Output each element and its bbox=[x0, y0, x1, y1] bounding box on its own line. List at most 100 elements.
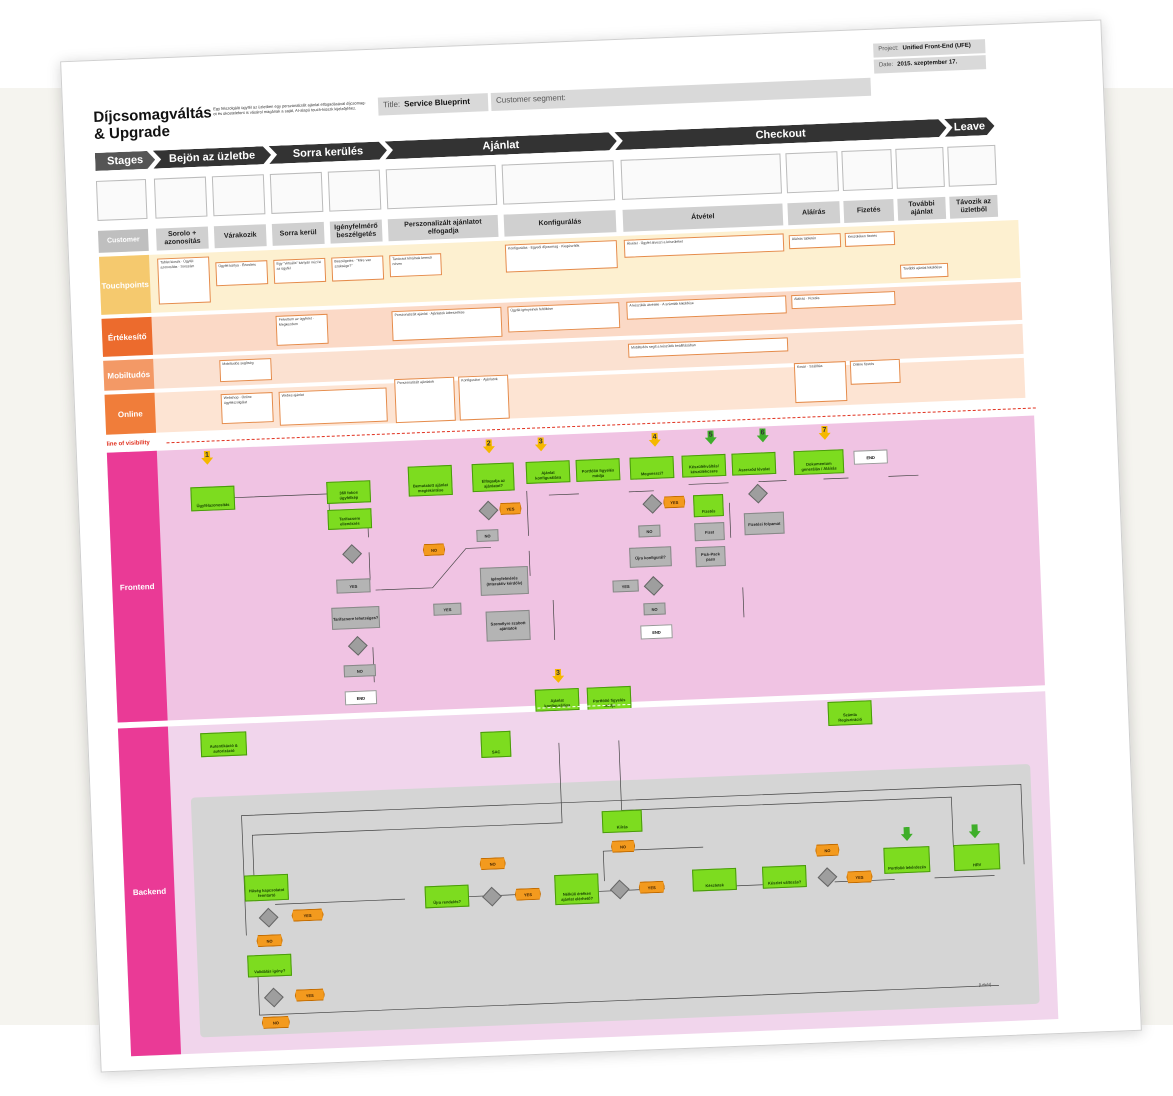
online-card-3: Perszonalizált ajánlatok bbox=[394, 376, 456, 424]
node-360-ugyfelkep[interactable]: 360 fokos ügyfélkép bbox=[326, 480, 372, 504]
step-sorolo: Sorolo + azonosítás bbox=[155, 226, 209, 251]
mobiltudos-lane-label: Mobiltudós bbox=[103, 358, 155, 391]
title-field: Title: Service Blueprint bbox=[377, 93, 489, 116]
node-portfolio-figyeles[interactable]: Portfólió figyelés módja bbox=[575, 458, 621, 482]
touchpoint-card-10: További ajánlat kiküldése bbox=[899, 262, 949, 279]
touchpoints-lane-label: Touchpoints bbox=[98, 254, 152, 315]
node-dokumentum-generalas[interactable]: Dokumentum generálás / Aláírás bbox=[793, 449, 845, 476]
online-card-6: Online fizetés bbox=[849, 358, 901, 385]
label-yes-4: YES bbox=[663, 496, 685, 509]
ertekesito-card-2: Perszonalizált ajánlat · Ajánlatok átbes… bbox=[391, 306, 503, 342]
touchpoint-card-9: Készüléken fizetés bbox=[844, 230, 896, 247]
step-tavozik: Távozik az üzletből bbox=[949, 194, 999, 219]
online-card-2: Webes ajánlat bbox=[278, 387, 388, 426]
node-validalas-igeny[interactable]: Validálás igény? bbox=[247, 953, 292, 978]
node-keszlet-valtozas[interactable]: Készlet változás? bbox=[762, 865, 807, 889]
title-line-2: & Upgrade bbox=[93, 122, 171, 144]
node-bemutatott-ajanlat[interactable]: Bemutatott ajánlat megtekintése bbox=[407, 464, 453, 497]
touchpoint-card-5: Tanácsot kínálnak kereső néven bbox=[389, 253, 443, 278]
online-card-1: Webshop · Online ügyfélszolgálat bbox=[220, 392, 274, 425]
ertekesito-card-1: Felvettem az ügyfelet · Megkezdem bbox=[275, 313, 329, 346]
customer-lane-label: Customer bbox=[97, 228, 149, 253]
label-yes-1: YES bbox=[336, 578, 371, 594]
touchpoint-card-3: Egy "virtuális" kártyán nézi ki az ügyfé… bbox=[273, 257, 327, 284]
step-fizetes: Fizetés bbox=[843, 198, 895, 223]
node-hrv[interactable]: HRV bbox=[953, 843, 1001, 872]
node-fizet[interactable]: Fizet bbox=[694, 522, 725, 542]
step-tovabbi-ajanlat: További ajánlat bbox=[897, 196, 947, 221]
stage-leave: Leave bbox=[944, 117, 995, 137]
segment-label: Customer segment: bbox=[495, 93, 566, 105]
online-card-4: Konfigurátor · Ajánlatok bbox=[458, 374, 510, 421]
step-perszonalizalt: Perszonalizált ajánlatot elfogadja bbox=[387, 214, 499, 242]
payment-picture bbox=[841, 149, 893, 192]
date-field: Date: 2015. szeptember 17. bbox=[873, 55, 987, 74]
node-keszulekvaltas[interactable]: Készülékváltás/ készülékcsere bbox=[681, 453, 727, 478]
date-label: Date: bbox=[878, 61, 894, 69]
stage-checkout: Checkout bbox=[614, 119, 946, 150]
node-fizetes[interactable]: Fizetés bbox=[693, 494, 724, 518]
label-yes-2: YES bbox=[433, 602, 462, 616]
node-portfolio-lekerdezes[interactable]: Portfolió lekérdezés bbox=[883, 846, 931, 874]
project-value: Unified Front-End (UFE) bbox=[902, 42, 972, 52]
node-ugyfelazonositas[interactable]: Ügyfélazonosítás bbox=[190, 485, 236, 512]
further-offer-picture bbox=[895, 146, 945, 189]
label-yes-5: YES bbox=[612, 579, 639, 593]
offer-picture bbox=[385, 164, 498, 210]
label-yes-b1: YES bbox=[291, 908, 323, 921]
stages-label: Stages bbox=[95, 151, 156, 171]
node-ujra-konfiguralas[interactable]: Újra konfigurál? bbox=[629, 546, 672, 568]
node-ajanlat-konfiguralasa[interactable]: Ajánlat konfigurálása bbox=[525, 460, 571, 484]
node-megveszi[interactable]: Megvesszi? bbox=[629, 456, 675, 480]
node-szemelyre-szabott[interactable]: Személyre szabott ajánlatok bbox=[485, 609, 531, 642]
frontend-end-1: END bbox=[853, 449, 888, 465]
touchpoint-card-6: Konfigurálás · Egyedi díjcsomag · Kiegés… bbox=[504, 240, 618, 273]
node-igenyfelmeres[interactable]: Igényfelmérés (Interaktív kérdőív) bbox=[479, 565, 529, 596]
label-not-b1: NO bbox=[256, 934, 282, 947]
touchpoint-card-8: Aláírás tabletén bbox=[788, 233, 842, 250]
step-igenyfelmero: Igényfelmérő beszélgetés bbox=[329, 219, 383, 244]
label-no-b4: NO bbox=[611, 840, 635, 853]
frontend-end-3: END bbox=[640, 624, 673, 640]
node-huseg-kapcsolat[interactable]: Hűség kapcsolatot fenntartó bbox=[243, 873, 289, 902]
node-aszerzod-levolat[interactable]: Aszerződ lévolat bbox=[731, 451, 777, 476]
ertekesito-card-3: Ügyfél igényeinek feltöltése bbox=[507, 302, 621, 333]
node-autentikacio[interactable]: Autentikáció & autorizáció bbox=[200, 731, 248, 758]
label-no-4: NO bbox=[638, 524, 661, 538]
node-elfogadja-ajanlatot[interactable]: Elfogadja az ajánlatot? bbox=[471, 462, 515, 493]
leaving-picture bbox=[947, 144, 997, 187]
conversation-picture bbox=[327, 169, 382, 212]
signature-picture bbox=[785, 151, 839, 194]
node-ujra-rendeles[interactable]: Újra rendelés? bbox=[424, 884, 470, 909]
stage-sorra-kerules: Sorra kerülés bbox=[269, 141, 388, 164]
node-tarifacsere-ellenorzes[interactable]: Tarifacsere ellenőrzés bbox=[327, 508, 373, 530]
node-tarifacsere-lehetseges[interactable]: Tarifacsere lehetséges? bbox=[331, 605, 381, 630]
node-pick-pack-pass[interactable]: Pick-Pack pass bbox=[695, 546, 726, 568]
node-szamla-regisztracio[interactable]: Számla Regisztráció bbox=[827, 700, 873, 727]
touchpoint-card-2: Ügyfél kártya · Értesítés bbox=[215, 260, 269, 287]
configurator-screen-picture bbox=[501, 160, 616, 205]
frontend-connectors bbox=[233, 474, 919, 683]
label-yes-b3: YES bbox=[515, 888, 541, 901]
node-fizetesi-folyamat[interactable]: Fizetési folyamat bbox=[743, 511, 785, 536]
frontend-end-2: END bbox=[344, 690, 378, 706]
tablet-picture bbox=[269, 171, 324, 214]
diagram-description: Egy felszolgáló ügyfél az üzletben egy p… bbox=[213, 100, 373, 116]
step-atvetel: Átvétel bbox=[622, 203, 784, 232]
label-no-2: NO bbox=[343, 664, 377, 678]
node-keszletek[interactable]: Készletek bbox=[692, 867, 737, 892]
service-blueprint-sheet: Díjcsomagváltás & Upgrade Egy felszolgál… bbox=[60, 19, 1142, 1073]
label-no-b2: NO bbox=[262, 1016, 290, 1029]
kiosk-picture bbox=[153, 176, 208, 219]
node-nelkuli-ertekes[interactable]: Nélküli értékes ajánlat elérhető? bbox=[554, 873, 600, 906]
step-sorra-kerul: Sorra kerül bbox=[271, 221, 325, 246]
customer-segment-field: Customer segment: bbox=[490, 77, 872, 112]
online-lane-label: Online bbox=[104, 392, 157, 435]
waiting-picture bbox=[211, 174, 266, 217]
label-yes-b4: YES bbox=[639, 881, 665, 894]
title-label: Title: bbox=[382, 99, 401, 110]
label-yes-b5: YES bbox=[846, 870, 872, 883]
diagram-title: Díjcsomagváltás & Upgrade bbox=[93, 104, 213, 143]
node-kiiras[interactable]: Kiírás bbox=[601, 809, 643, 834]
label-yes-3: YES bbox=[499, 502, 521, 515]
